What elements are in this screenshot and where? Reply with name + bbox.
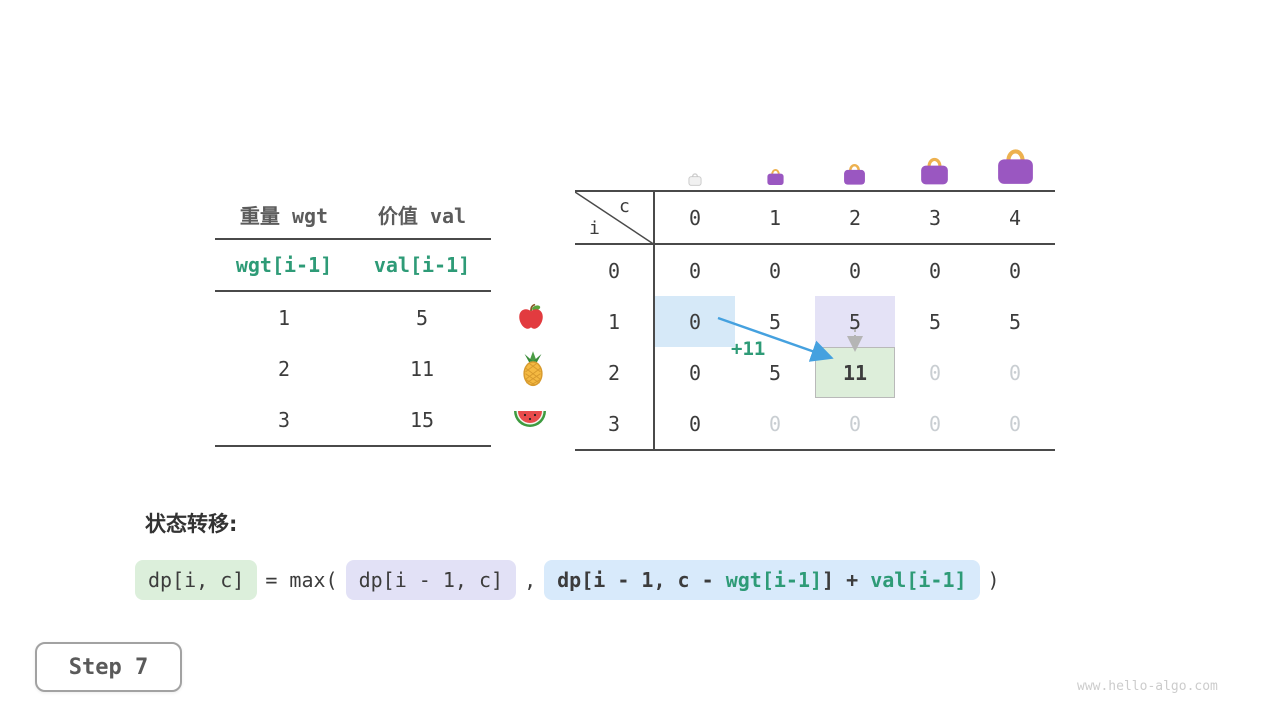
- formula-arg2-wgt: wgt[i-1]: [725, 568, 823, 592]
- formula-close: ): [987, 568, 1000, 592]
- dp-cell-i1-c4: 5: [1008, 309, 1022, 334]
- corner-diagonal-line: [575, 192, 655, 245]
- transition-formula: dp[i, c] = max( dp[i - 1, c] , dp[i - 1,…: [135, 560, 1000, 600]
- bag-small-icon: [767, 169, 784, 186]
- item-col-value-header: 价值 val: [377, 203, 467, 228]
- dp-table: c i 0 1 2 3 4 0 0 0 0 0 0 1 0 5 5 5 5 2 0 5 11 0 0 3 0 0 0 0 0: [575, 190, 1055, 451]
- apple-icon: [516, 302, 546, 332]
- watermark: www.hello-algo.com: [1077, 679, 1218, 694]
- dp-cell-i2-c3: 0: [928, 360, 942, 385]
- dp-cell-i3-c1: 0: [768, 411, 782, 436]
- dp-cell-i2-c4: 0: [1008, 360, 1022, 385]
- dp-col-header-3: 3: [895, 192, 975, 245]
- dp-cell-i1-c3: 5: [928, 309, 942, 334]
- dp-cell-i1-c2: 5: [815, 296, 895, 347]
- formula-lhs: dp[i, c]: [135, 560, 258, 600]
- capacity-var-label: c: [619, 196, 630, 217]
- item-val-var: val[i-1]: [373, 253, 471, 277]
- item-index-var-label: i: [589, 218, 600, 239]
- step-button[interactable]: Step 7: [35, 642, 182, 692]
- dp-cell-i0-c3: 0: [928, 258, 942, 283]
- dp-cell-i2-c1: 5: [768, 360, 782, 385]
- dp-cell-i0-c1: 0: [768, 258, 782, 283]
- dp-row-header-3: 3: [575, 398, 655, 449]
- item-wgt-cell: 1: [277, 305, 291, 330]
- dp-row-header-1: 1: [575, 296, 655, 347]
- item-table-rows: 1 5 2 11 3 15: [215, 292, 491, 445]
- dp-col-header-1: 1: [735, 192, 815, 245]
- formula-arg2: dp[i - 1, c - wgt[i-1]] + val[i-1]: [544, 560, 980, 600]
- item-row: 2 11: [215, 343, 491, 394]
- item-table-header: 重量 wgt 价值 val: [215, 190, 491, 240]
- capacity-icons-row: [575, 126, 1055, 188]
- dp-cell-i2-c2: 11: [815, 347, 895, 398]
- dp-col-header-4: 4: [975, 192, 1055, 245]
- dp-row-header-2: 2: [575, 347, 655, 398]
- dp-cell-i0-c2: 0: [848, 258, 862, 283]
- item-val-cell: 5: [415, 305, 429, 330]
- dp-row-header-0: 0: [575, 245, 655, 296]
- dp-col-header-2: 2: [815, 192, 895, 245]
- watermelon-icon: [513, 409, 547, 430]
- bag-xlarge-icon: [998, 149, 1033, 184]
- item-wgt-cell: 2: [277, 356, 291, 381]
- bag-medium-icon: [844, 163, 865, 185]
- dp-cell-i0-c0: 0: [688, 258, 702, 283]
- dp-cell-i0-c4: 0: [1008, 258, 1022, 283]
- item-row: 3 15: [215, 394, 491, 445]
- transition-label: 状态转移:: [145, 512, 238, 536]
- dp-cell-i2-c0: 0: [688, 360, 702, 385]
- formula-equals: = max(: [265, 568, 338, 592]
- dp-cell-i1-c0: 0: [655, 296, 735, 347]
- formula-arg2-val: val[i-1]: [870, 568, 967, 592]
- bag-large-icon: [921, 157, 948, 185]
- dp-cell-i3-c0: 0: [688, 411, 702, 436]
- bag-tiny-icon: [688, 173, 702, 186]
- dp-cell-i3-c3: 0: [928, 411, 942, 436]
- formula-arg2-prefix: dp[i - 1, c -: [557, 568, 726, 592]
- item-val-cell: 11: [409, 356, 435, 381]
- item-wgt-var: wgt[i-1]: [235, 253, 333, 277]
- dp-cell-i1-c1: 5: [768, 309, 782, 334]
- formula-arg1: dp[i - 1, c]: [345, 560, 517, 600]
- item-col-weight-header: 重量 wgt: [239, 203, 329, 228]
- formula-comma: ,: [524, 568, 537, 592]
- formula-arg2-mid: ] +: [822, 568, 871, 592]
- dp-cell-i3-c2: 0: [848, 411, 862, 436]
- item-table-var-row: wgt[i-1] val[i-1]: [215, 240, 491, 292]
- item-wgt-cell: 3: [277, 407, 291, 432]
- dp-cell-i3-c4: 0: [1008, 411, 1022, 436]
- item-val-cell: 15: [409, 407, 435, 432]
- dp-col-header-0: 0: [655, 192, 735, 245]
- item-table: 重量 wgt 价值 val wgt[i-1] val[i-1] 1 5 2 11 3 15: [215, 190, 491, 447]
- pineapple-icon: [518, 351, 548, 387]
